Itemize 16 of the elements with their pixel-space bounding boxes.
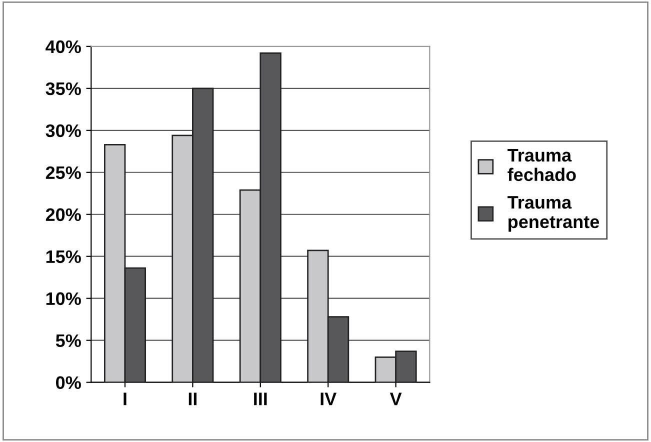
y-tick-label: 5% <box>56 334 81 348</box>
y-tick-label: 10% <box>46 292 81 306</box>
x-tick-label: V <box>390 392 402 406</box>
legend-label: Trauma penetrante <box>508 196 600 232</box>
y-tick-label: 20% <box>46 208 81 222</box>
x-tick-label: III <box>254 392 267 406</box>
y-tick-label: 35% <box>46 82 81 96</box>
y-tick-label: 25% <box>46 166 81 180</box>
y-tick-label: 0% <box>56 376 81 390</box>
y-tick-label: 40% <box>46 40 81 54</box>
x-tick-label: IV <box>320 392 337 406</box>
x-tick-label: II <box>188 392 197 406</box>
x-tick-label: I <box>124 392 126 406</box>
legend-label: Trauma fechado <box>508 149 576 182</box>
y-tick-label: 15% <box>46 250 81 264</box>
y-tick-label: 30% <box>46 124 81 138</box>
